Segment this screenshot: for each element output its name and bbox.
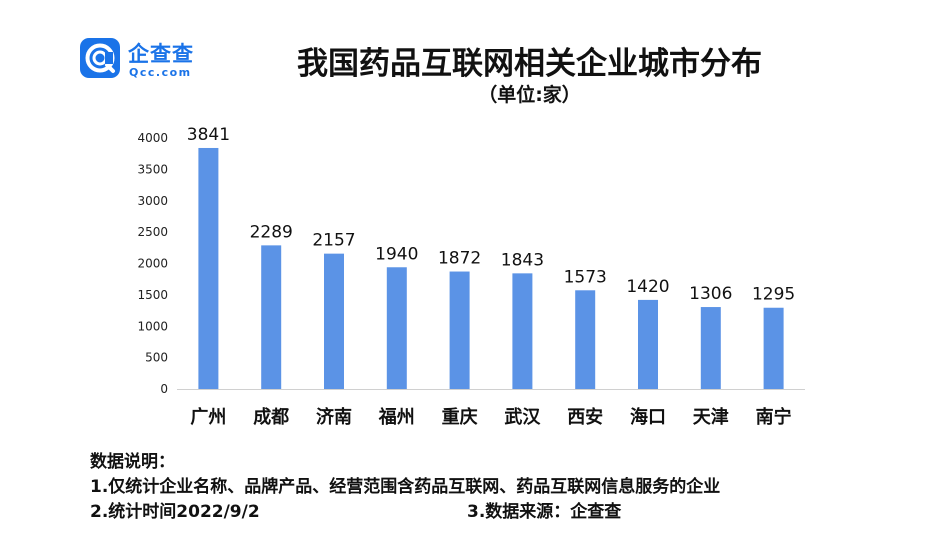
qcc-logo: 企查查 Qcc.com: [80, 38, 215, 80]
x-tick-label: 福州: [378, 406, 415, 428]
data-label: 1295: [752, 285, 795, 305]
notes-item-3: 3.数据来源：企查查: [467, 502, 622, 522]
x-tick-label: 海口: [630, 406, 666, 428]
x-tick-label: 南宁: [756, 406, 792, 428]
x-tick-label: 武汉: [504, 407, 541, 428]
x-tick-label: 济南: [316, 406, 352, 428]
bar-6: [512, 273, 533, 389]
data-label: 3841: [187, 125, 230, 145]
chart-subtitle: （单位:家）: [478, 84, 581, 106]
y-tick-label: 500: [145, 351, 168, 365]
x-tick-label: 重庆: [442, 406, 478, 428]
data-notes: 数据说明： 1.仅统计企业名称、品牌产品、经营范围含药品互联网、药品互联网信息服…: [90, 450, 720, 525]
y-tick-label: 1500: [137, 288, 168, 302]
x-tick-label: 广州: [190, 406, 226, 428]
logo-name: 企查查: [128, 42, 194, 66]
bar-2: [261, 245, 282, 389]
notes-item-2: 2.统计时间2022/9/2: [90, 502, 260, 522]
x-tick-label: 成都: [253, 406, 289, 428]
bar-10: [763, 307, 784, 389]
qcc-logo-icon: [80, 38, 120, 78]
logo-domain: Qcc.com: [129, 66, 192, 79]
data-label: 2157: [312, 231, 355, 251]
data-label: 1573: [564, 267, 607, 287]
x-tick-label: 天津: [693, 406, 729, 428]
bar-1: [198, 147, 219, 389]
y-tick-label: 0: [160, 382, 168, 396]
chart-title: 我国药品互联网相关企业城市分布: [297, 46, 762, 82]
notes-heading: 数据说明：: [90, 452, 175, 472]
bar-chart: 0 500 1000 1500 2000 2500 3000 3500 4000 3841 广州 22…: [137, 125, 805, 428]
data-label: 1940: [375, 244, 418, 264]
bar-8: [638, 299, 658, 389]
y-tick-label: 2500: [137, 225, 168, 239]
y-tick-label: 4000: [137, 131, 168, 145]
data-label: 1306: [689, 284, 732, 304]
bar-5: [449, 271, 470, 389]
bar-4: [386, 267, 407, 389]
data-label: 1872: [438, 249, 481, 269]
y-tick-label: 3000: [137, 194, 168, 208]
x-tick-label: 西安: [567, 406, 603, 428]
y-tick-label: 3500: [137, 162, 168, 176]
bar-9: [700, 307, 721, 389]
data-label: 1843: [501, 250, 544, 270]
bar-3: [324, 253, 344, 389]
notes-item-1: 1.仅统计企业名称、品牌产品、经营范围含药品互联网、药品互联网信息服务的企业: [90, 477, 721, 497]
y-tick-label: 1000: [137, 319, 168, 333]
data-label: 2289: [250, 222, 293, 242]
bar-7: [575, 290, 596, 389]
y-tick-label: 2000: [137, 257, 168, 271]
data-label: 1420: [626, 277, 669, 297]
